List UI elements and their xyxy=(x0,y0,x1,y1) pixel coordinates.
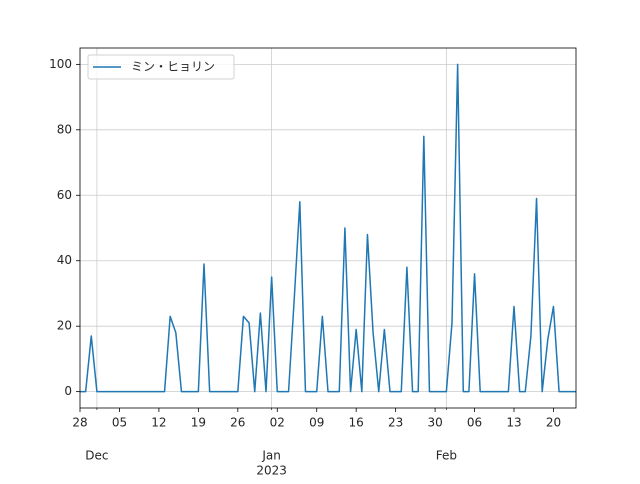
x-tick-label: 09 xyxy=(309,416,324,430)
y-tick-label: 100 xyxy=(49,57,72,71)
legend: ミン・ヒョリン xyxy=(87,54,235,80)
y-tick-label: 60 xyxy=(57,188,72,202)
y-tick-label: 40 xyxy=(57,253,72,267)
x-tick-label: 12 xyxy=(151,416,166,430)
x-tick-label: 23 xyxy=(388,416,403,430)
legend-label: ミン・ヒョリン xyxy=(131,60,215,74)
data-line xyxy=(80,63,576,393)
month-label: Feb xyxy=(436,449,457,463)
x-tick-label: 02 xyxy=(270,416,285,430)
x-tick-label: 28 xyxy=(72,416,87,430)
x-tick-label: 20 xyxy=(546,416,561,430)
x-tick-label: 16 xyxy=(349,416,364,430)
x-tick-label: 19 xyxy=(191,416,206,430)
x-tick-label: 13 xyxy=(506,416,521,430)
y-tick-label: 20 xyxy=(57,319,72,333)
year-label: 2023 xyxy=(256,464,287,478)
month-label: Jan xyxy=(261,449,281,463)
x-tick-label: 05 xyxy=(112,416,127,430)
plot-frame xyxy=(79,47,577,409)
legend-box xyxy=(87,54,235,80)
month-label: Dec xyxy=(85,449,108,463)
x-tick-label: 30 xyxy=(427,416,442,430)
x-tick-label: 26 xyxy=(230,416,245,430)
y-tick-label: 0 xyxy=(64,384,72,398)
y-tick-label: 80 xyxy=(57,122,72,136)
plot-area xyxy=(80,48,576,408)
x-tick-label: 06 xyxy=(467,416,482,430)
